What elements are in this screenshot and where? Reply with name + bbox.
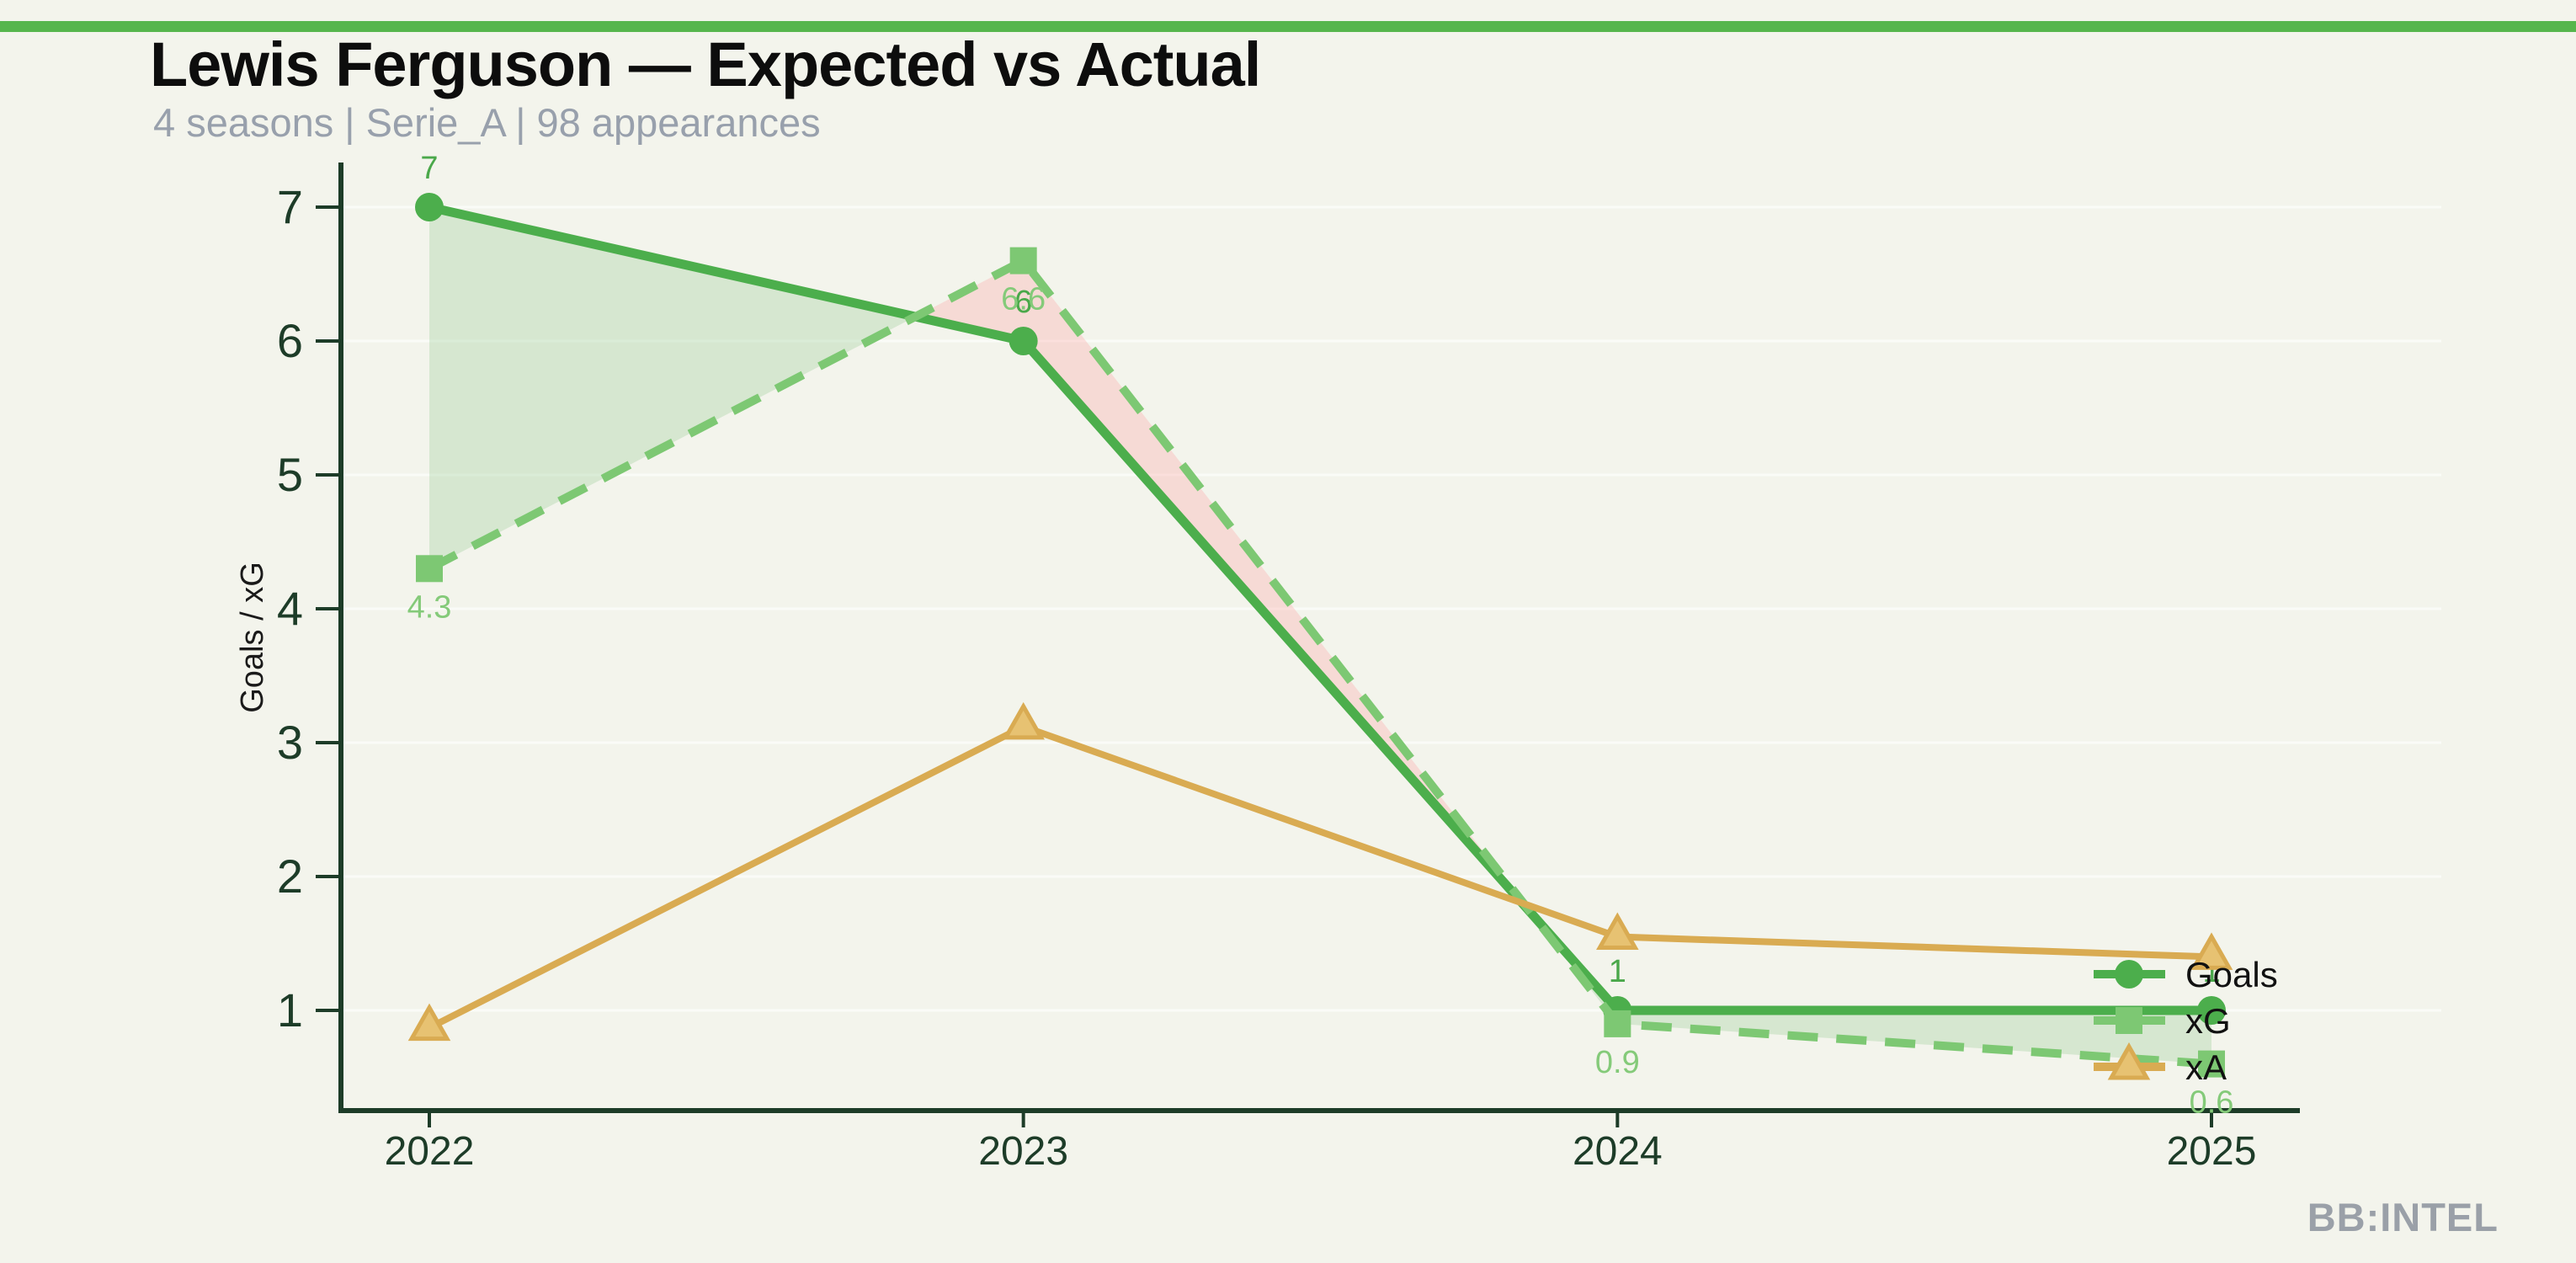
svg-text:2024: 2024 bbox=[1573, 1129, 1663, 1174]
svg-text:5: 5 bbox=[277, 448, 303, 501]
goals-line bbox=[428, 202, 2212, 1015]
legend-item-xg: xG bbox=[2094, 1001, 2231, 1041]
svg-text:Goals: Goals bbox=[2185, 955, 2278, 994]
xa-point-marker bbox=[1002, 701, 1045, 740]
xa-point-marker bbox=[1596, 912, 1639, 951]
chart-subtitle: 4 seasons | Serie_A | 98 appearances bbox=[153, 100, 821, 145]
svg-text:7: 7 bbox=[420, 151, 438, 186]
svg-text:6: 6 bbox=[277, 314, 303, 367]
xa-point-marker bbox=[2107, 1042, 2151, 1080]
legend-item-xa: xA bbox=[2094, 1042, 2227, 1087]
svg-text:6: 6 bbox=[1014, 285, 1032, 320]
y-axis-label: Goals / xG bbox=[235, 562, 270, 713]
xg-point-marker bbox=[416, 555, 443, 583]
svg-text:0.9: 0.9 bbox=[1595, 1045, 1640, 1080]
xa-line bbox=[428, 722, 2212, 1031]
series-xa bbox=[407, 701, 2233, 1042]
xg-point-marker bbox=[1009, 247, 1037, 274]
svg-text:0.6: 0.6 bbox=[2190, 1085, 2234, 1121]
legend-item-goals: Goals bbox=[2094, 955, 2278, 994]
chart-title: Lewis Ferguson — Expected vs Actual bbox=[150, 29, 1261, 99]
svg-text:6.6: 6.6 bbox=[1001, 282, 1046, 317]
svg-text:4.3: 4.3 bbox=[407, 589, 452, 625]
xa-point-marker bbox=[2190, 932, 2233, 970]
goals-point-marker bbox=[415, 193, 444, 221]
svg-text:3: 3 bbox=[277, 716, 303, 769]
xg-point-marker bbox=[2198, 1050, 2226, 1078]
series-xg: 4.3 6.6 0.9 0.6 bbox=[407, 247, 2234, 1121]
svg-text:xG: xG bbox=[2185, 1001, 2231, 1041]
underperformance-fill bbox=[1023, 260, 1533, 915]
xg-point-marker bbox=[1604, 1010, 1631, 1037]
axes: 1 2 3 4 5 6 7 2022 2023 2024 2025 bbox=[277, 163, 2300, 1174]
goals-point-marker bbox=[2115, 960, 2143, 989]
xg-line bbox=[427, 255, 2212, 1068]
svg-text:2: 2 bbox=[277, 850, 303, 903]
svg-text:1: 1 bbox=[1609, 954, 1626, 989]
overperformance-fill bbox=[429, 207, 916, 569]
svg-text:7: 7 bbox=[277, 180, 303, 233]
legend: Goals xG xA bbox=[2094, 955, 2278, 1087]
svg-text:2025: 2025 bbox=[2167, 1129, 2257, 1174]
svg-text:Goals / xG: Goals / xG bbox=[235, 562, 270, 713]
accent-bar bbox=[0, 21, 2576, 32]
svg-text:2023: 2023 bbox=[978, 1129, 1068, 1174]
brand-watermark: BB:INTEL bbox=[2307, 1195, 2499, 1239]
goals-point-marker bbox=[1009, 327, 1038, 355]
goals-point-marker bbox=[2197, 996, 2227, 1025]
svg-text:4: 4 bbox=[277, 582, 303, 635]
svg-text:2022: 2022 bbox=[385, 1129, 475, 1174]
svg-text:xA: xA bbox=[2185, 1047, 2227, 1087]
xg-point-marker bbox=[2116, 1007, 2142, 1034]
overperformance-fill bbox=[1617, 1010, 2212, 1064]
svg-text:1: 1 bbox=[277, 983, 303, 1037]
xa-point-marker bbox=[407, 1003, 451, 1042]
